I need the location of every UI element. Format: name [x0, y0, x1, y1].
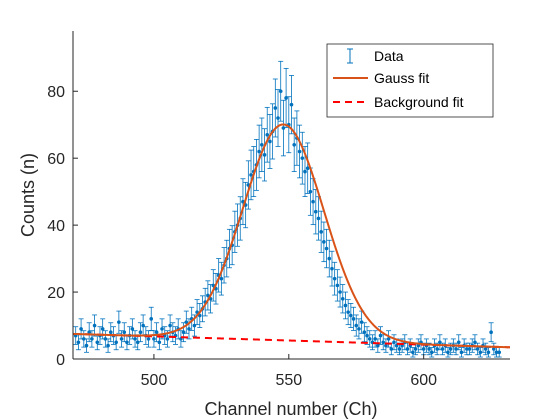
data-point [367, 330, 373, 348]
y-tick-label: 20 [47, 285, 65, 302]
data-point [329, 250, 335, 287]
data-point [380, 334, 386, 351]
data-point [81, 330, 87, 348]
data-point [137, 322, 143, 343]
data-point [348, 303, 354, 328]
data-point [78, 318, 84, 340]
data-point [248, 149, 254, 201]
gauss-fit-line [72, 123, 511, 349]
x-tick-label: 600 [410, 372, 437, 389]
data-point [205, 280, 211, 311]
data-point [102, 330, 108, 348]
x-tick-label: 550 [275, 372, 302, 389]
data-point [105, 338, 111, 353]
data-point [262, 128, 268, 182]
data-point [92, 314, 98, 337]
data-point [183, 310, 189, 334]
data-point [318, 210, 324, 253]
data-point [410, 347, 416, 358]
legend-data-marker [347, 48, 353, 64]
data-point [353, 314, 359, 337]
data-point [194, 299, 200, 326]
data-point [324, 228, 330, 269]
data-point [264, 106, 270, 163]
data-point [445, 347, 451, 358]
data-point [391, 334, 397, 351]
data-point [356, 318, 362, 340]
data-point [108, 322, 114, 343]
data-point [332, 261, 338, 296]
data-point [483, 342, 489, 356]
data-point [488, 322, 494, 343]
y-tick-label: 80 [47, 84, 65, 101]
data-point [159, 318, 165, 340]
data-point [337, 276, 343, 308]
data-point [197, 303, 203, 328]
data-point [342, 291, 348, 320]
legend-label-gauss: Gauss fit [374, 70, 429, 86]
data-point [364, 326, 370, 345]
data-point [132, 330, 138, 348]
fit-layer [72, 123, 511, 349]
data-point [86, 322, 92, 343]
data-point [491, 342, 497, 356]
data-point [375, 338, 381, 353]
legend-box [326, 43, 494, 118]
data-point [345, 299, 351, 326]
x-axis-title: Channel number (Ch) [204, 399, 377, 419]
data-point [146, 330, 152, 348]
data-point [208, 284, 214, 314]
data-point [334, 269, 340, 302]
data-point [218, 261, 224, 296]
data-point [291, 117, 297, 172]
data-point [299, 131, 305, 185]
data-point [256, 124, 262, 179]
legend-label-background: Background fit [374, 94, 464, 110]
y-tick-label: 0 [56, 352, 65, 369]
data-point [83, 338, 89, 353]
data-point [278, 60, 284, 122]
data-point [372, 330, 378, 348]
data-point [477, 347, 483, 358]
data-point [351, 306, 357, 331]
data-point [267, 114, 273, 169]
data-point [326, 239, 332, 278]
data-point [151, 330, 157, 348]
data-point [475, 342, 481, 356]
data-point [210, 269, 216, 302]
data-point [178, 330, 184, 348]
y-tick-label: 60 [47, 151, 65, 168]
data-layer [73, 60, 502, 358]
legend-label-data: Data [374, 48, 404, 64]
data-point [119, 330, 125, 348]
data-point [289, 75, 294, 135]
data-point [361, 322, 367, 343]
data-point [340, 284, 346, 314]
data-point [315, 196, 321, 241]
data-point [458, 347, 464, 358]
data-point [305, 142, 311, 194]
data-point [429, 347, 435, 358]
y-tick-label: 40 [47, 218, 65, 235]
axes: 500 550 600 0 20 40 60 80 [47, 31, 510, 389]
data-point [283, 67, 289, 128]
y-axis-title: Counts (n) [18, 153, 38, 237]
data-point [456, 334, 462, 351]
data-point [116, 310, 122, 334]
legend: Data Gauss fit Background fit [326, 43, 494, 118]
data-point [89, 330, 95, 348]
data-point [275, 89, 281, 147]
data-point [243, 181, 249, 229]
data-point [307, 167, 313, 216]
data-point [321, 221, 327, 263]
data-point [259, 117, 265, 172]
x-tick-label: 500 [141, 372, 168, 389]
data-point [297, 124, 303, 179]
